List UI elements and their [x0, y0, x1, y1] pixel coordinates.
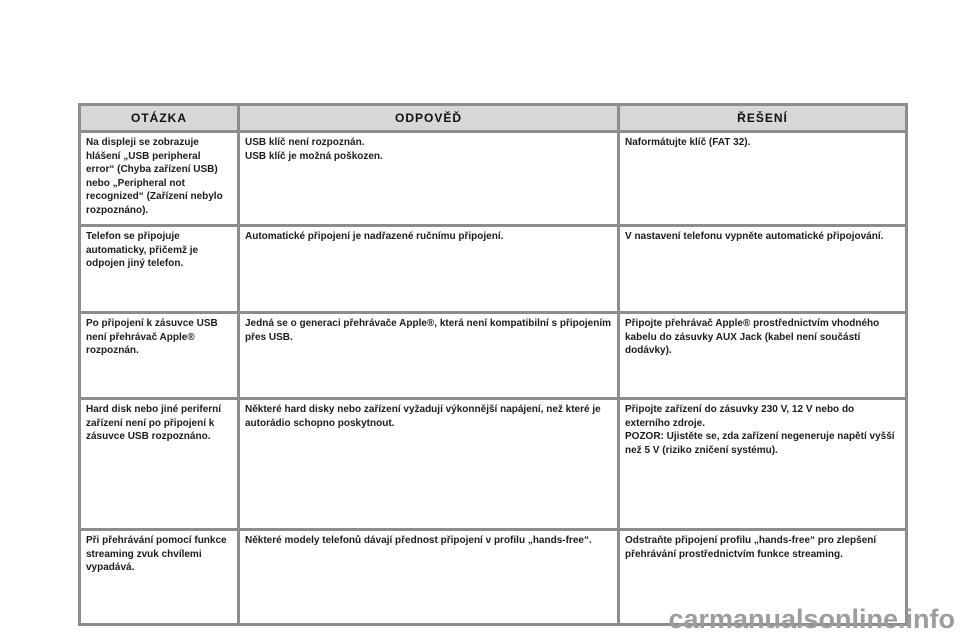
solution-cell: Připojte zařízení do zásuvky 230 V, 12 V…: [617, 397, 908, 531]
solution-cell: V nastavení telefonu vypněte automatické…: [617, 224, 908, 314]
question-cell: Hard disk nebo jiné periferní zařízení n…: [78, 397, 240, 531]
solution-cell: Naformátujte klíč (FAT 32).: [617, 130, 908, 227]
question-cell: Telefon se připojuje automaticky, přičem…: [78, 224, 240, 314]
table-row: Po připojení k zásuvce USB není přehráva…: [78, 311, 908, 400]
answer-cell: Automatické připojení je nadřazené ruční…: [237, 224, 620, 314]
answer-cell: USB klíč není rozpoznán. USB klíč je mož…: [237, 130, 620, 227]
table-row: Při přehrávání pomocí funkce streaming z…: [78, 528, 908, 626]
solution-cell: Odstraňte připojení profilu „hands-free“…: [617, 528, 908, 626]
question-cell: Po připojení k zásuvce USB není přehráva…: [78, 311, 240, 400]
table-row: Na displeji se zobrazuje hlášení „USB pe…: [78, 130, 908, 227]
column-header-answer: ODPOVĚĎ: [237, 103, 620, 133]
column-header-question: OTÁZKA: [78, 103, 240, 133]
answer-cell: Některé hard disky nebo zařízení vyžaduj…: [237, 397, 620, 531]
question-cell: Při přehrávání pomocí funkce streaming z…: [78, 528, 240, 626]
watermark: carmanualsonline.info: [668, 604, 955, 634]
answer-cell: Jedná se o generaci přehrávače Apple®, k…: [237, 311, 620, 400]
table-row: Hard disk nebo jiné periferní zařízení n…: [78, 397, 908, 531]
table-header-row: OTÁZKA ODPOVĚĎ ŘEŠENÍ: [78, 103, 908, 133]
solution-cell: Připojte přehrávač Apple® prostřednictví…: [617, 311, 908, 400]
table-row: Telefon se připojuje automaticky, přičem…: [78, 224, 908, 314]
answer-cell: Některé modely telefonů dávají přednost …: [237, 528, 620, 626]
troubleshooting-table: OTÁZKA ODPOVĚĎ ŘEŠENÍ Na displeji se zob…: [78, 103, 908, 626]
question-cell: Na displeji se zobrazuje hlášení „USB pe…: [78, 130, 240, 227]
column-header-solution: ŘEŠENÍ: [617, 103, 908, 133]
